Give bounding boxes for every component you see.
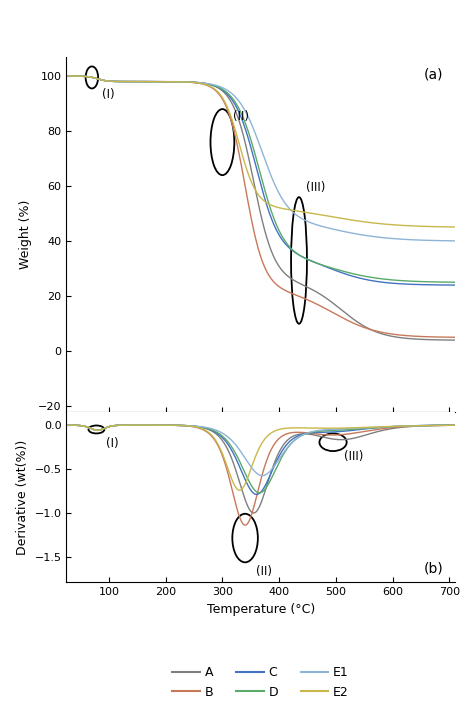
Text: (III): (III) <box>345 449 364 463</box>
Text: (II): (II) <box>256 564 273 577</box>
Text: (b): (b) <box>424 562 443 575</box>
Text: (III): (III) <box>306 181 326 195</box>
Text: (I): (I) <box>102 88 115 101</box>
Legend: A, B, C, D, E1, E2: A, B, C, D, E1, E2 <box>167 662 354 704</box>
Text: (a): (a) <box>424 67 443 82</box>
Text: (II): (II) <box>233 110 248 123</box>
Text: (I): (I) <box>106 437 118 450</box>
Y-axis label: Derivative (wt(%)): Derivative (wt(%)) <box>16 439 29 555</box>
Y-axis label: Weight (%): Weight (%) <box>19 200 32 269</box>
X-axis label: Temperature (°C): Temperature (°C) <box>207 603 315 616</box>
